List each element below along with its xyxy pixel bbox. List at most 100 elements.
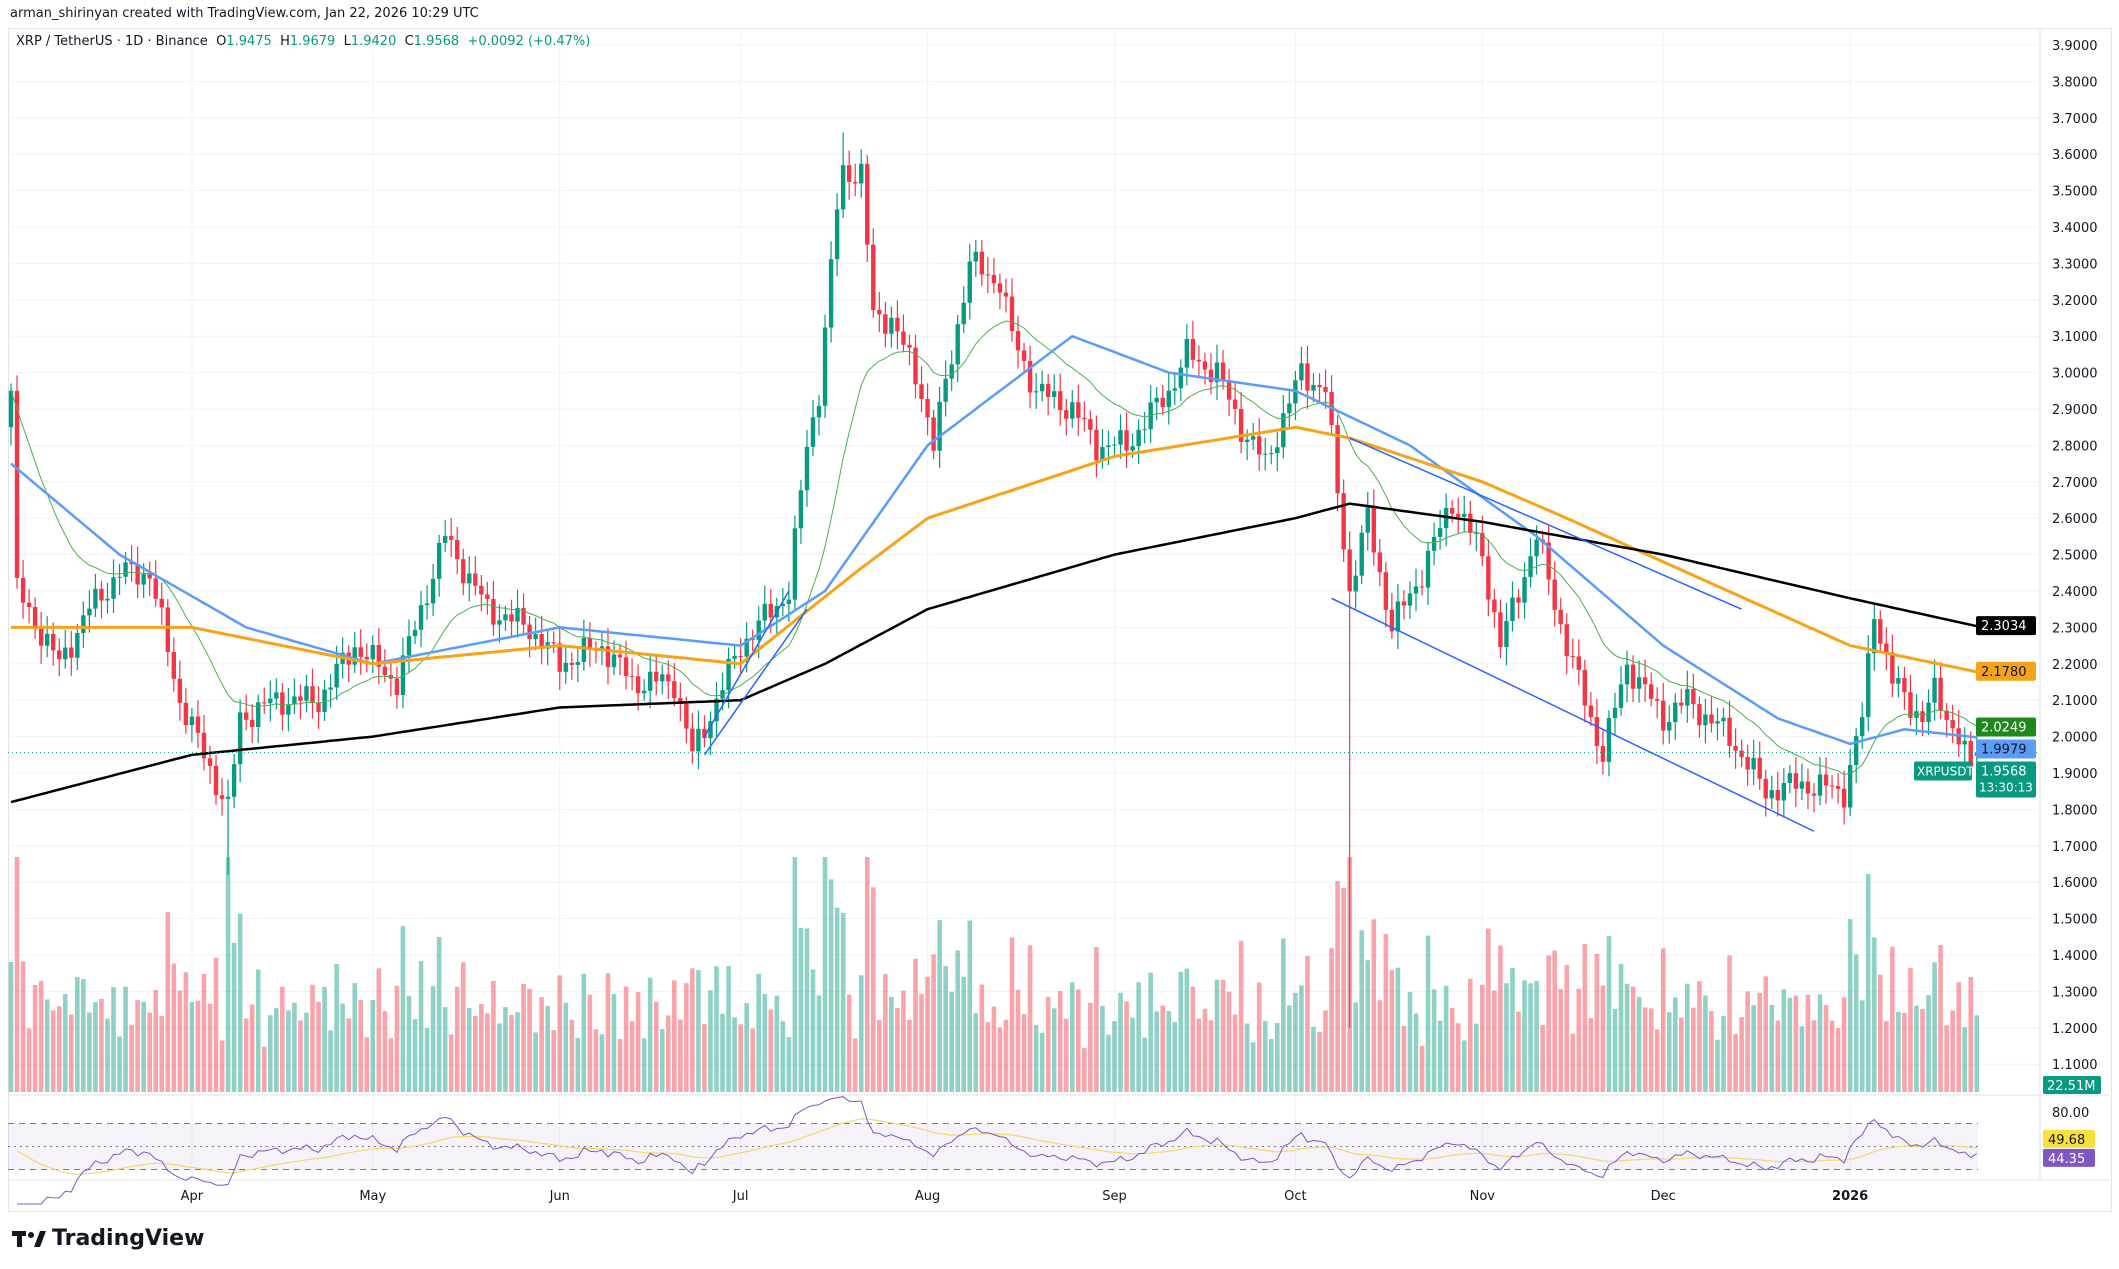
tradingview-logo-icon — [12, 1230, 46, 1247]
volume-bar — [159, 1016, 165, 1092]
candle-body — [931, 417, 936, 451]
volume-bar — [1781, 989, 1787, 1092]
candle-body — [1076, 402, 1081, 418]
volume-bar — [750, 1028, 755, 1092]
candle-body — [1269, 453, 1274, 455]
volume-bar — [593, 1029, 599, 1092]
volume-bar — [466, 1007, 472, 1092]
volume-bar — [864, 857, 870, 1092]
symbol-name[interactable]: XRP / TetherUS · 1D · Binance — [16, 34, 208, 49]
volume-bar — [997, 1027, 1003, 1092]
tradingview-logo[interactable]: TradingView — [12, 1226, 204, 1251]
candle-body — [539, 634, 544, 649]
volume-bar — [322, 986, 327, 1092]
candle-body — [310, 686, 315, 704]
candle-body — [1305, 363, 1310, 391]
candle-body — [1769, 790, 1774, 799]
volume-bar — [1908, 968, 1913, 1092]
volume-bar — [255, 969, 261, 1092]
candle-body — [1552, 579, 1557, 610]
volume-bar — [1685, 983, 1690, 1092]
price-tick-label: 2.0000 — [2052, 731, 2098, 746]
candle-body — [1558, 609, 1563, 625]
candle-body — [1130, 446, 1135, 451]
candle-body — [237, 712, 243, 765]
volume-bar — [1268, 1039, 1274, 1092]
candle-body — [1516, 597, 1521, 603]
volume-bar — [292, 1002, 297, 1092]
price-tick-label: 2.7000 — [2052, 476, 2098, 491]
candle-body — [1100, 447, 1105, 461]
candle-body — [1335, 425, 1340, 494]
volume-bar — [1534, 981, 1539, 1092]
volume-bar — [50, 1010, 56, 1092]
volume-badge — [2043, 1076, 2101, 1094]
candle-body — [744, 638, 749, 657]
candle-body — [1178, 367, 1184, 389]
volume-bar — [479, 1003, 484, 1092]
trendline — [703, 590, 790, 737]
candle-body — [455, 539, 460, 560]
candle-body — [1474, 532, 1479, 534]
candle-body — [1045, 383, 1051, 397]
volume-bar — [967, 920, 973, 1092]
volume-bar — [1371, 919, 1377, 1092]
candle-body — [1630, 664, 1636, 689]
candle-body — [1727, 717, 1732, 746]
volume-bar — [1178, 971, 1184, 1092]
volume-bar — [1697, 981, 1702, 1092]
candle-body — [816, 405, 822, 418]
candle-body — [219, 795, 225, 799]
candle-body — [135, 564, 140, 585]
volume-bar — [1341, 887, 1346, 1092]
volume-bar — [1956, 982, 1961, 1092]
candle-body — [467, 573, 472, 584]
candle-body — [798, 490, 804, 529]
candle-body — [111, 577, 116, 599]
candle-body — [1890, 652, 1895, 684]
candle-body — [1636, 677, 1642, 689]
volume-bar — [961, 976, 967, 1092]
candle-body — [611, 654, 617, 668]
candle-body — [1510, 597, 1515, 621]
volume-bar — [1582, 943, 1588, 1092]
candle-body — [256, 702, 261, 728]
candle-body — [147, 574, 152, 579]
volume-bar — [714, 966, 719, 1092]
volume-bar — [1389, 970, 1395, 1092]
candle-body — [1232, 399, 1238, 409]
candle-body — [1039, 383, 1045, 392]
candle-body — [1667, 722, 1672, 731]
volume-bar — [442, 1007, 448, 1092]
volume-bar — [533, 1032, 538, 1092]
candle-body — [1311, 384, 1316, 391]
volume-bar — [732, 1017, 737, 1092]
volume-bar — [1606, 936, 1612, 1092]
candle-body — [1823, 774, 1829, 786]
volume-bar — [1588, 1018, 1594, 1092]
volume-bar — [135, 1000, 140, 1092]
candle-body — [521, 607, 526, 625]
volume-bar — [1461, 1040, 1467, 1092]
volume-bar — [913, 958, 918, 1092]
volume-bar — [503, 1007, 508, 1092]
volume-bar — [527, 988, 532, 1092]
candle-body — [243, 712, 249, 720]
volume-bar — [774, 995, 780, 1092]
volume-bar — [1480, 984, 1485, 1092]
volume-bar — [1100, 1005, 1105, 1092]
candle-body — [840, 165, 846, 210]
volume-bar — [147, 1012, 152, 1092]
volume-bar — [1733, 1033, 1738, 1092]
volume-bar — [1703, 995, 1708, 1092]
volume-bar — [1293, 992, 1298, 1092]
volume-bar — [810, 969, 816, 1092]
candle-body — [515, 607, 520, 622]
volume-bar — [1612, 1008, 1618, 1092]
volume-bar — [1401, 1025, 1407, 1092]
candle-body — [768, 603, 773, 618]
candle-body — [1582, 669, 1588, 706]
candle-body — [889, 317, 894, 334]
volume-bar — [889, 996, 894, 1092]
